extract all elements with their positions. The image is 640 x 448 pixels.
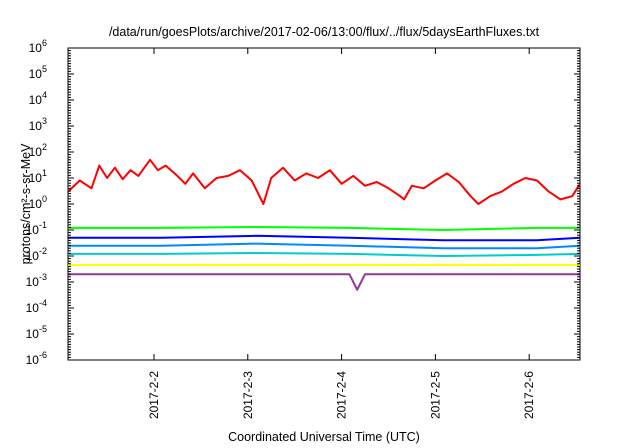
y-tick-label: 10-2 [26, 246, 47, 263]
plot-frame [67, 47, 581, 361]
y-tick-label: 10-3 [26, 272, 47, 289]
y-tick-label: 10-1 [26, 220, 47, 237]
chart-title: /data/run/goesPlots/archive/2017-02-06/1… [109, 25, 540, 39]
series-layer [67, 158, 581, 291]
series-line-2 [68, 234, 581, 242]
y-tick-label: 10-6 [26, 350, 47, 367]
y-tick-label: 101 [29, 168, 47, 185]
y-tick-label: 104 [29, 90, 47, 107]
y-tick-label: 10-4 [26, 298, 47, 315]
series-line-1 [68, 226, 580, 231]
y-tick-label: 102 [29, 142, 47, 159]
series-line-6 [68, 273, 580, 291]
x-tick-label: 2017-2-5 [428, 371, 442, 419]
x-tick-label: 2017-2-4 [335, 371, 349, 419]
x-tick-label: 2017-2-6 [522, 371, 536, 419]
y-tick-label: 10-5 [26, 324, 47, 341]
x-axis-label: Coordinated Universal Time (UTC) [228, 430, 420, 444]
y-tick-label: 100 [29, 194, 47, 211]
y-tick-label: 105 [29, 64, 47, 81]
y-tick-label: 103 [29, 116, 47, 133]
x-tick-label: 2017-2-3 [241, 371, 255, 419]
y-tick-label: 106 [29, 38, 47, 55]
x-tick-label: 2017-2-2 [147, 371, 161, 419]
y-axis-label: protons/cm²-s-sr-MeV [19, 143, 33, 265]
series-line-0 [67, 158, 581, 205]
series-line-3 [68, 242, 581, 250]
y-axis: 10-6 10-5 10-4 10-3 10-2 10-1 100 101 102 103 104 1… [26, 38, 580, 367]
x-axis: 2017-2-2 2017-2-3 2017-2-4 2017-2-5 2017-2-6 [147, 48, 536, 419]
series-line-4 [68, 252, 581, 257]
